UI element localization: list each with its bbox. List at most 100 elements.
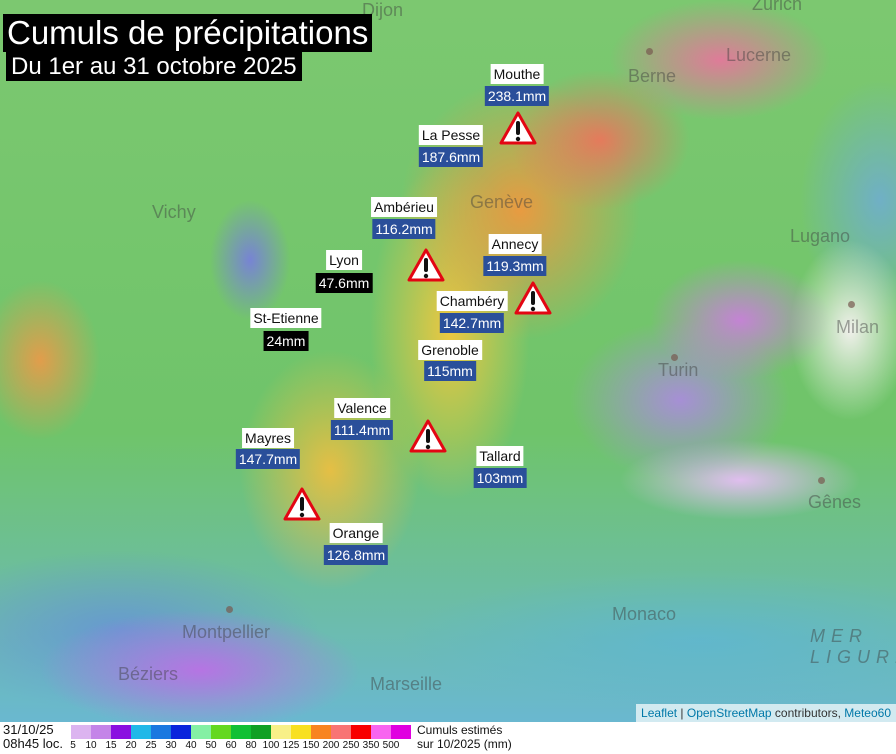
map-place: Vichy: [152, 202, 196, 222]
legend-tick: 250: [342, 740, 360, 751]
meteo60-link[interactable]: Meteo60: [844, 706, 891, 720]
station-name: Orange: [329, 523, 383, 543]
station-value[interactable]: 47.6mm: [315, 273, 373, 293]
legend-tick: 125: [282, 740, 300, 751]
station-name: Mayres: [242, 428, 294, 448]
station-value[interactable]: 126.8mm: [323, 545, 389, 565]
legend-swatch: [91, 725, 111, 739]
station-name: Chambéry: [436, 291, 508, 311]
legend-swatch: [271, 725, 291, 739]
legend-swatch: [231, 725, 251, 739]
attribution-separator: |: [677, 706, 687, 720]
legend-tick: 15: [105, 740, 117, 751]
station-name: Tallard: [476, 446, 524, 466]
legend-tick: 10: [85, 740, 97, 751]
legend-date: 31/10/25: [3, 722, 54, 737]
legend-tick: 30: [165, 740, 177, 751]
city-dot: [671, 354, 678, 361]
legend-tick: 50: [205, 740, 217, 751]
station-name: St-Etienne: [250, 308, 322, 328]
legend-tick: 150: [302, 740, 320, 751]
legend-swatches: [71, 725, 411, 739]
legend-swatch: [131, 725, 151, 739]
city-dot: [818, 477, 825, 484]
legend-swatch: [71, 725, 91, 739]
map-attribution: Leaflet | OpenStreetMap contributors, Me…: [636, 704, 896, 722]
map-place: Genève: [470, 192, 534, 212]
legend-tick: 350: [362, 740, 380, 751]
warning-triangle-icon[interactable]: [514, 281, 552, 315]
map-place: Zurich: [752, 0, 803, 14]
map-place: Montpellier: [182, 622, 271, 642]
color-legend: 31/10/25 08h45 loc. 5 10 15 20 25 30 40 50 60 80 1…: [0, 722, 896, 754]
map-place: Béziers: [118, 664, 179, 684]
legend-ticks: 5 10 15 20 25 30 40 50 60 80 100 125 150 200 250 350 500: [70, 739, 411, 753]
legend-timestamp: 31/10/25 08h45 loc.: [3, 723, 63, 751]
map-place: Marseille: [370, 674, 443, 694]
legend-tick: 40: [185, 740, 197, 751]
legend-tick: 100: [262, 740, 280, 751]
legend-swatch: [111, 725, 131, 739]
map-subtitle: Du 1er au 31 octobre 2025: [6, 52, 302, 81]
warning-triangle-icon[interactable]: [409, 419, 447, 453]
legend-swatch: [171, 725, 191, 739]
station-name: La Pesse: [418, 125, 484, 145]
warning-triangle-icon[interactable]: [407, 248, 445, 282]
legend-swatch: [211, 725, 231, 739]
legend-swatch: [391, 725, 411, 739]
leaflet-link[interactable]: Leaflet: [641, 706, 678, 720]
station-name: Lyon: [326, 250, 362, 270]
legend-swatch: [291, 725, 311, 739]
openstreetmap-link[interactable]: OpenStreetMap: [686, 706, 772, 720]
precipitation-map[interactable]: Dijon Zurich Berne Lucerne Genève Lugano…: [0, 0, 896, 722]
legend-swatch: [151, 725, 171, 739]
legend-tick: 80: [245, 740, 257, 751]
legend-tick: 25: [145, 740, 157, 751]
legend-unit-line2: sur 10/2025 (mm): [417, 737, 512, 751]
station-value[interactable]: 111.4mm: [330, 420, 394, 440]
station-name: Ambérieu: [371, 197, 437, 217]
legend-tick: 20: [125, 740, 137, 751]
city-dot: [226, 606, 233, 613]
map-title: Cumuls de précipitations: [3, 14, 373, 52]
station-value[interactable]: 24mm: [263, 331, 309, 351]
map-place: Turin: [658, 360, 699, 380]
city-dot: [848, 301, 855, 308]
station-value[interactable]: 142.7mm: [439, 313, 505, 333]
station-value[interactable]: 119.3mm: [483, 256, 547, 276]
legend-swatch: [191, 725, 211, 739]
station-value[interactable]: 116.2mm: [372, 219, 436, 239]
station-name: Grenoble: [418, 340, 482, 360]
attribution-text: contributors,: [771, 706, 845, 720]
map-place: Berne: [628, 66, 677, 86]
station-value[interactable]: 187.6mm: [418, 147, 484, 167]
legend-unit: Cumuls estimés sur 10/2025 (mm): [417, 723, 512, 751]
legend-swatch: [371, 725, 391, 739]
city-dot: [646, 48, 653, 55]
warning-triangle-icon[interactable]: [283, 487, 321, 521]
legend-swatch: [311, 725, 331, 739]
legend-swatch: [331, 725, 351, 739]
legend-tick: 60: [225, 740, 237, 751]
legend-tick: 500: [382, 740, 400, 751]
station-value[interactable]: 147.7mm: [235, 449, 301, 469]
station-value[interactable]: 238.1mm: [484, 86, 550, 106]
map-place: Milan: [836, 317, 880, 337]
station-name: Mouthe: [490, 64, 544, 84]
map-place: Monaco: [612, 604, 677, 624]
map-place: Lucerne: [726, 45, 792, 65]
legend-time: 08h45 loc.: [3, 736, 63, 751]
station-name: Valence: [334, 398, 390, 418]
map-place: Lugano: [790, 226, 851, 246]
legend-tick: 5: [70, 740, 76, 751]
map-place: MER LIGURE: [810, 626, 896, 667]
map-place: Gênes: [808, 492, 862, 512]
legend-unit-line1: Cumuls estimés: [417, 723, 503, 737]
legend-swatch: [251, 725, 271, 739]
station-name: Annecy: [488, 234, 542, 254]
station-value[interactable]: 103mm: [473, 468, 527, 488]
legend-swatch: [351, 725, 371, 739]
legend-tick: 200: [322, 740, 340, 751]
warning-triangle-icon[interactable]: [499, 111, 537, 145]
station-value[interactable]: 115mm: [424, 361, 476, 381]
